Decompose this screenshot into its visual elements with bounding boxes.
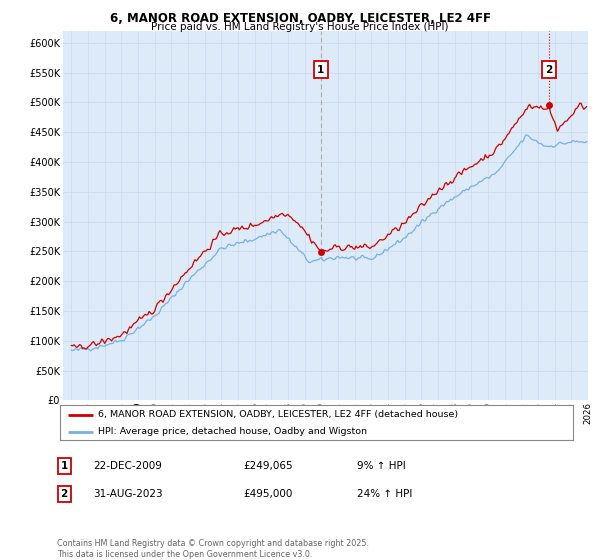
Text: 31-AUG-2023: 31-AUG-2023 bbox=[93, 489, 163, 499]
Text: HPI: Average price, detached house, Oadby and Wigston: HPI: Average price, detached house, Oadb… bbox=[98, 427, 367, 436]
Text: 22-DEC-2009: 22-DEC-2009 bbox=[93, 461, 162, 471]
Text: 2: 2 bbox=[545, 64, 553, 74]
Text: £249,065: £249,065 bbox=[243, 461, 293, 471]
Text: Contains HM Land Registry data © Crown copyright and database right 2025.
This d: Contains HM Land Registry data © Crown c… bbox=[57, 539, 369, 559]
Text: 6, MANOR ROAD EXTENSION, OADBY, LEICESTER, LE2 4FF: 6, MANOR ROAD EXTENSION, OADBY, LEICESTE… bbox=[110, 12, 491, 25]
Text: 9% ↑ HPI: 9% ↑ HPI bbox=[357, 461, 406, 471]
Text: 1: 1 bbox=[317, 64, 325, 74]
Text: 6, MANOR ROAD EXTENSION, OADBY, LEICESTER, LE2 4FF (detached house): 6, MANOR ROAD EXTENSION, OADBY, LEICESTE… bbox=[98, 410, 458, 419]
Text: Price paid vs. HM Land Registry's House Price Index (HPI): Price paid vs. HM Land Registry's House … bbox=[151, 22, 449, 32]
Text: 24% ↑ HPI: 24% ↑ HPI bbox=[357, 489, 412, 499]
Text: 2: 2 bbox=[61, 489, 68, 499]
Text: 1: 1 bbox=[61, 461, 68, 471]
Text: £495,000: £495,000 bbox=[243, 489, 292, 499]
